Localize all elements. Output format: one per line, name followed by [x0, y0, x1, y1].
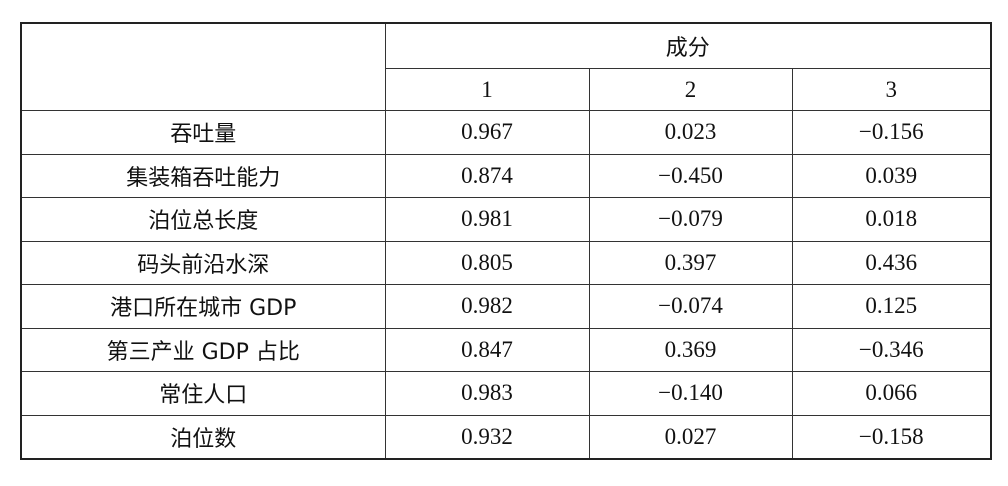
cell: 0.039: [791, 153, 992, 198]
table-row: 常住人口 0.983 −0.140 0.066: [20, 371, 992, 416]
table-row: 集装箱吞吐能力 0.874 −0.450 0.039: [20, 153, 992, 198]
cell: 0.436: [791, 240, 992, 285]
cell: −0.140: [588, 371, 793, 416]
cell: −0.450: [588, 153, 793, 198]
cell: −0.156: [791, 110, 992, 155]
cell: 0.847: [384, 327, 590, 372]
cell: −0.346: [791, 327, 992, 372]
cell: 0.023: [588, 110, 793, 155]
row-label: 集装箱吞吐能力: [20, 153, 386, 198]
corner-cell: [20, 22, 386, 111]
table-row: 第三产业 GDP 占比 0.847 0.369 −0.346: [20, 327, 992, 372]
cell: 0.027: [588, 414, 793, 460]
cell: 0.018: [791, 197, 992, 242]
cell: −0.074: [588, 284, 793, 329]
row-label: 码头前沿水深: [20, 240, 386, 285]
header-row: 成分: [20, 22, 992, 111]
table-row: 泊位数 0.932 0.027 −0.158: [20, 414, 992, 460]
row-label: 泊位数: [20, 414, 386, 460]
column-header: 2: [588, 68, 793, 111]
cell: 0.932: [384, 414, 590, 460]
cell: −0.079: [588, 197, 793, 242]
cell: 0.066: [791, 371, 992, 416]
row-label: 吞吐量: [20, 110, 386, 155]
row-label: 常住人口: [20, 371, 386, 416]
cell: 0.397: [588, 240, 793, 285]
cell: 0.369: [588, 327, 793, 372]
cell: −0.158: [791, 414, 992, 460]
column-header: 1: [384, 68, 590, 111]
table-row: 港口所在城市 GDP 0.982 −0.074 0.125: [20, 284, 992, 329]
table-row: 码头前沿水深 0.805 0.397 0.436: [20, 240, 992, 285]
cell: 0.125: [791, 284, 992, 329]
row-label: 第三产业 GDP 占比: [20, 327, 386, 372]
cell: 0.983: [384, 371, 590, 416]
column-header: 3: [791, 68, 992, 111]
cell: 0.967: [384, 110, 590, 155]
cell: 0.982: [384, 284, 590, 329]
group-header: 成分: [384, 22, 992, 69]
table-row: 吞吐量 0.967 0.023 −0.156: [20, 110, 992, 155]
cell: 0.981: [384, 197, 590, 242]
cell: 0.874: [384, 153, 590, 198]
row-label: 泊位总长度: [20, 197, 386, 242]
row-label: 港口所在城市 GDP: [20, 284, 386, 329]
table-row: 泊位总长度 0.981 −0.079 0.018: [20, 197, 992, 242]
cell: 0.805: [384, 240, 590, 285]
